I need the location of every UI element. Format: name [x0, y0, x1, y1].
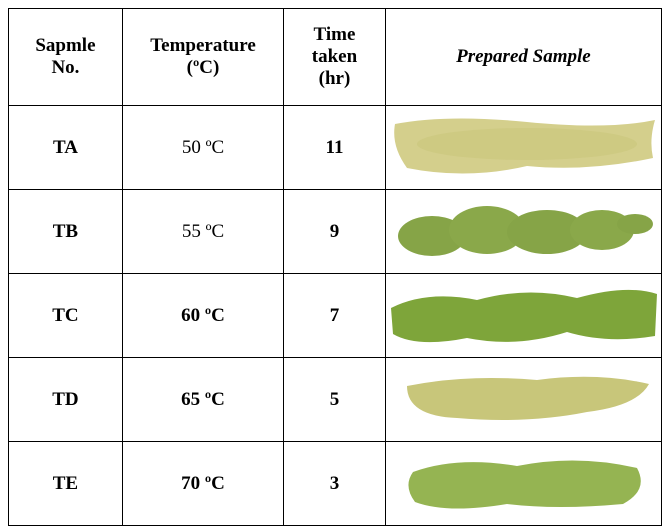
- cell: 60 ºC: [122, 274, 283, 358]
- row: TD 65 ºC 5: [9, 358, 662, 442]
- cell: [385, 190, 661, 274]
- header-cell: Time taken (hr): [284, 9, 386, 106]
- header-cell: Temperature (ºC): [122, 9, 283, 106]
- sample-image: [387, 194, 659, 270]
- sample-table: Sapmle No. Temperature (ºC) Time taken (…: [8, 8, 662, 526]
- cell: TD: [9, 358, 123, 442]
- cell: [385, 106, 661, 190]
- sample-image: [387, 278, 659, 354]
- sample-image: [387, 446, 659, 522]
- cell: TC: [9, 274, 123, 358]
- row: TE 70 ºC 3: [9, 442, 662, 526]
- header-row: Sapmle No. Temperature (ºC) Time taken (…: [9, 9, 662, 106]
- cell: 5: [284, 358, 386, 442]
- page: Sapmle No. Temperature (ºC) Time taken (…: [0, 0, 669, 526]
- cell: TB: [9, 190, 123, 274]
- cell: [385, 358, 661, 442]
- cell: 3: [284, 442, 386, 526]
- cell: 55 ºC: [122, 190, 283, 274]
- row: TB 55 ºC 9: [9, 190, 662, 274]
- cell: 70 ºC: [122, 442, 283, 526]
- cell: 11: [284, 106, 386, 190]
- row: TC 60 ºC 7: [9, 274, 662, 358]
- cell: 65 ºC: [122, 358, 283, 442]
- cell: 9: [284, 190, 386, 274]
- cell: 50 ºC: [122, 106, 283, 190]
- cell: TA: [9, 106, 123, 190]
- header-cell: Sapmle No.: [9, 9, 123, 106]
- sample-image: [387, 110, 659, 186]
- sample-image: [387, 362, 659, 438]
- cell: [385, 442, 661, 526]
- cell: 7: [284, 274, 386, 358]
- cell: [385, 274, 661, 358]
- cell: TE: [9, 442, 123, 526]
- header-cell: Prepared Sample: [385, 9, 661, 106]
- row: TA 50 ºC 11: [9, 106, 662, 190]
